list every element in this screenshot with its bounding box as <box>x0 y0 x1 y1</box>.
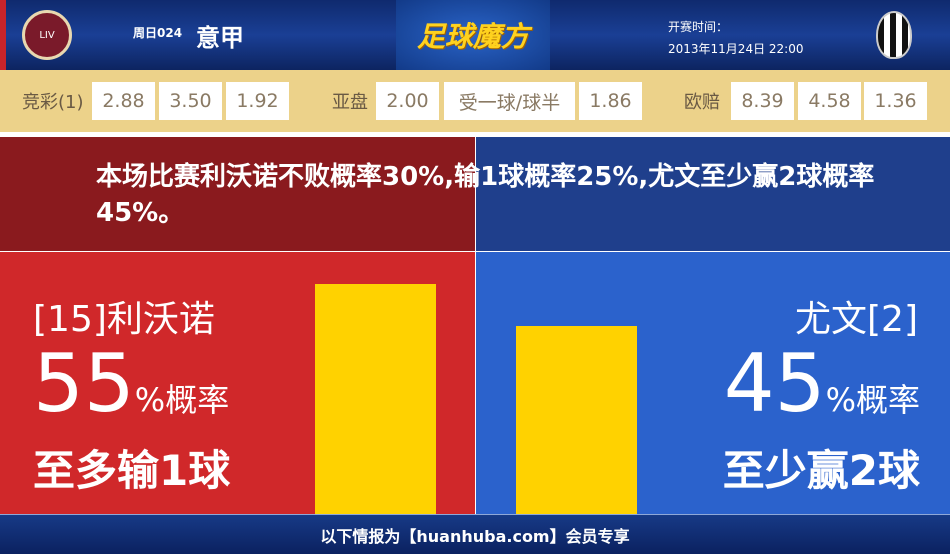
asian-odd: 2.00 <box>376 82 439 120</box>
jingcai-odd: 1.92 <box>226 82 289 120</box>
summary-text: 本场比赛利沃诺不败概率30%,输1球概率25%,尤文至少赢2球概率45%。 <box>96 162 875 228</box>
home-percent-value: 55 <box>33 337 135 430</box>
home-team-name: [15]利沃诺 <box>33 299 215 340</box>
probability-panel: [15]利沃诺 55%概率 至多输1球 尤文[2] 45%概率 至少赢2球 <box>0 252 950 514</box>
away-percent: 45%概率 <box>724 344 920 440</box>
away-team-name: 尤文[2] <box>795 299 918 340</box>
euro-odd: 8.39 <box>731 82 794 120</box>
away-result: 至少赢2球 <box>722 446 920 495</box>
summary-away-bg <box>476 137 950 251</box>
member-footer[interactable]: 以下情报为【huanhuba.com】会员专享 <box>0 514 950 554</box>
home-percent-suffix: %概率 <box>134 381 230 419</box>
home-panel: [15]利沃诺 55%概率 至多输1球 <box>0 252 475 514</box>
jingcai-odd: 2.88 <box>92 82 155 120</box>
euro-odd: 1.36 <box>864 82 927 120</box>
match-header: LIV 周日024 意甲 足球魔方 开赛时间： 2013年11月24日 22:0… <box>0 0 950 70</box>
summary-home-bg <box>0 137 475 251</box>
kickoff-time: 2013年11月24日 22:00 <box>668 42 804 56</box>
jingcai-odd: 3.50 <box>159 82 222 120</box>
header-accent <box>0 0 6 70</box>
prediction-summary: 本场比赛利沃诺不败概率30%,输1球概率25%,尤文至少赢2球概率45%。 <box>0 137 950 251</box>
home-percent: 55%概率 <box>33 344 229 440</box>
away-probability-bar <box>516 325 637 514</box>
brand-logo: 足球魔方 <box>396 0 550 70</box>
kickoff-label: 开赛时间： <box>668 20 729 34</box>
away-panel: 尤文[2] 45%概率 至少赢2球 <box>476 252 950 514</box>
away-percent-suffix: %概率 <box>825 381 920 419</box>
home-probability-bar <box>315 284 436 514</box>
euro-label: 欧赔 <box>684 92 720 113</box>
league-name: 意甲 <box>196 24 244 52</box>
away-team-logo <box>876 11 912 59</box>
home-team-logo: LIV <box>22 10 72 60</box>
match-round: 周日024 <box>133 26 183 40</box>
asian-label: 亚盘 <box>332 92 368 113</box>
jingcai-label: 竞彩(1) <box>22 92 84 113</box>
asian-odd: 1.86 <box>579 82 642 120</box>
asian-handicap: 受一球/球半 <box>444 82 575 120</box>
euro-odd: 4.58 <box>798 82 861 120</box>
away-percent-value: 45 <box>723 337 826 430</box>
odds-bar: 竞彩(1) 2.88 3.50 1.92 亚盘 2.00 受一球/球半 1.86… <box>0 70 950 132</box>
home-result: 至多输1球 <box>33 446 231 495</box>
